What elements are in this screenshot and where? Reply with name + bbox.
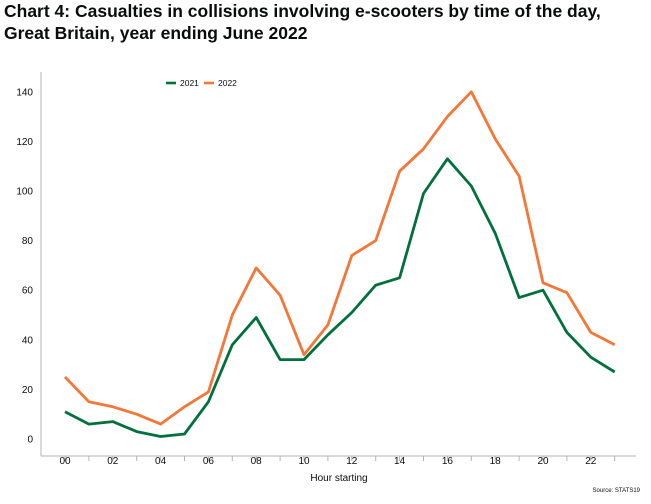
y-tick-label: 20 [22, 385, 34, 396]
x-tick-label: 14 [394, 456, 406, 467]
y-tick-label: 100 [16, 187, 33, 198]
y-axis: 0 20 40 60 80 100 120 140 [16, 87, 33, 445]
source-note: Source: STATS19 [593, 488, 641, 494]
x-tick-label: 22 [585, 456, 597, 467]
x-tick-label: 10 [298, 456, 310, 467]
y-tick-label: 0 [27, 435, 33, 446]
y-tick-label: 140 [16, 87, 33, 98]
y-tick-label: 60 [22, 286, 34, 297]
legend-label-2022: 2022 [218, 78, 237, 88]
chart-frame [40, 72, 636, 457]
x-tick-label: 12 [346, 456, 358, 467]
series-line-2021 [64, 157, 616, 438]
y-tick-label: 80 [22, 236, 34, 247]
y-tick-label: 120 [16, 137, 33, 148]
legend-label-2021: 2021 [180, 78, 199, 88]
y-tick-label: 40 [22, 335, 34, 346]
x-tick-label: 20 [537, 456, 549, 467]
x-tick-label: 16 [442, 456, 454, 467]
x-tick-label: 00 [59, 456, 71, 467]
chart-title: Chart 4: Casualties in collisions involv… [4, 1, 601, 43]
series-line-2022 [63, 90, 616, 426]
x-axis: 00 02 04 06 08 10 12 14 16 18 20 22 [59, 456, 616, 467]
series-lines [63, 90, 616, 438]
x-axis-title: Hour starting [310, 473, 367, 484]
x-tick-label: 06 [203, 456, 215, 467]
legend: 2021 2022 [166, 78, 237, 88]
x-tick-label: 18 [490, 456, 502, 467]
x-tick-label: 08 [251, 456, 263, 467]
x-tick-label: 02 [107, 456, 119, 467]
x-tick-label: 04 [155, 456, 167, 467]
